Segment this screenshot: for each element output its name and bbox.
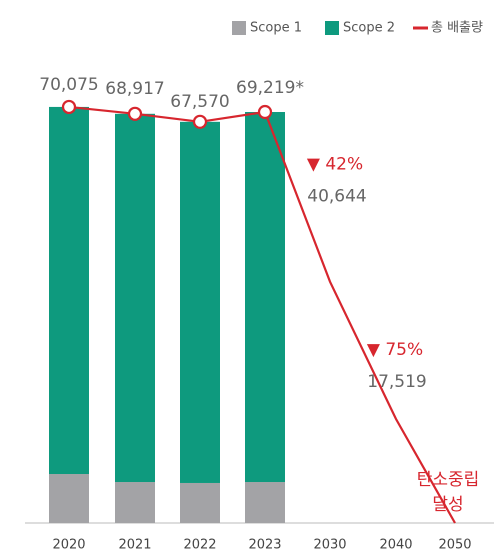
bar-segment bbox=[49, 474, 89, 523]
x-tick-label: 2030 bbox=[313, 538, 346, 553]
legend-label: Scope 1 bbox=[250, 21, 302, 36]
legend-swatch bbox=[325, 21, 339, 35]
legend-swatch bbox=[232, 21, 246, 35]
bar-segment bbox=[180, 482, 220, 523]
total-marker bbox=[61, 99, 77, 115]
value-label: 17,519 bbox=[367, 372, 426, 392]
x-tick-label: 2022 bbox=[183, 538, 216, 553]
end-annotation: 달성 bbox=[432, 495, 463, 515]
bar-segment bbox=[115, 482, 155, 523]
bar-segment bbox=[245, 482, 285, 523]
bar-segment bbox=[115, 113, 155, 483]
value-label: 67,570 bbox=[170, 92, 229, 112]
bar-segment bbox=[180, 121, 220, 483]
total-marker bbox=[192, 114, 208, 129]
x-tick-label: 2021 bbox=[118, 538, 151, 553]
total-marker bbox=[127, 106, 143, 121]
bar-segment bbox=[245, 112, 285, 483]
annotation: ▼ 75% bbox=[367, 340, 423, 360]
total-marker bbox=[257, 104, 273, 120]
value-label: 69,219* bbox=[236, 78, 304, 98]
value-label: 68,917 bbox=[105, 79, 164, 99]
x-tick-label: 2023 bbox=[248, 538, 281, 553]
x-tick-label: 2050 bbox=[438, 538, 471, 553]
annotation: ▼ 42% bbox=[307, 155, 363, 175]
value-label: 40,644 bbox=[307, 187, 366, 207]
x-tick-label: 2020 bbox=[52, 538, 85, 553]
x-tick-label: 2040 bbox=[379, 538, 412, 553]
value-label: 70,075 bbox=[39, 75, 98, 95]
legend-label: Scope 2 bbox=[343, 21, 395, 36]
bar-segment bbox=[49, 106, 89, 475]
end-annotation: 탄소중립 bbox=[417, 470, 480, 490]
legend-label: 총 배출량 bbox=[431, 21, 483, 36]
